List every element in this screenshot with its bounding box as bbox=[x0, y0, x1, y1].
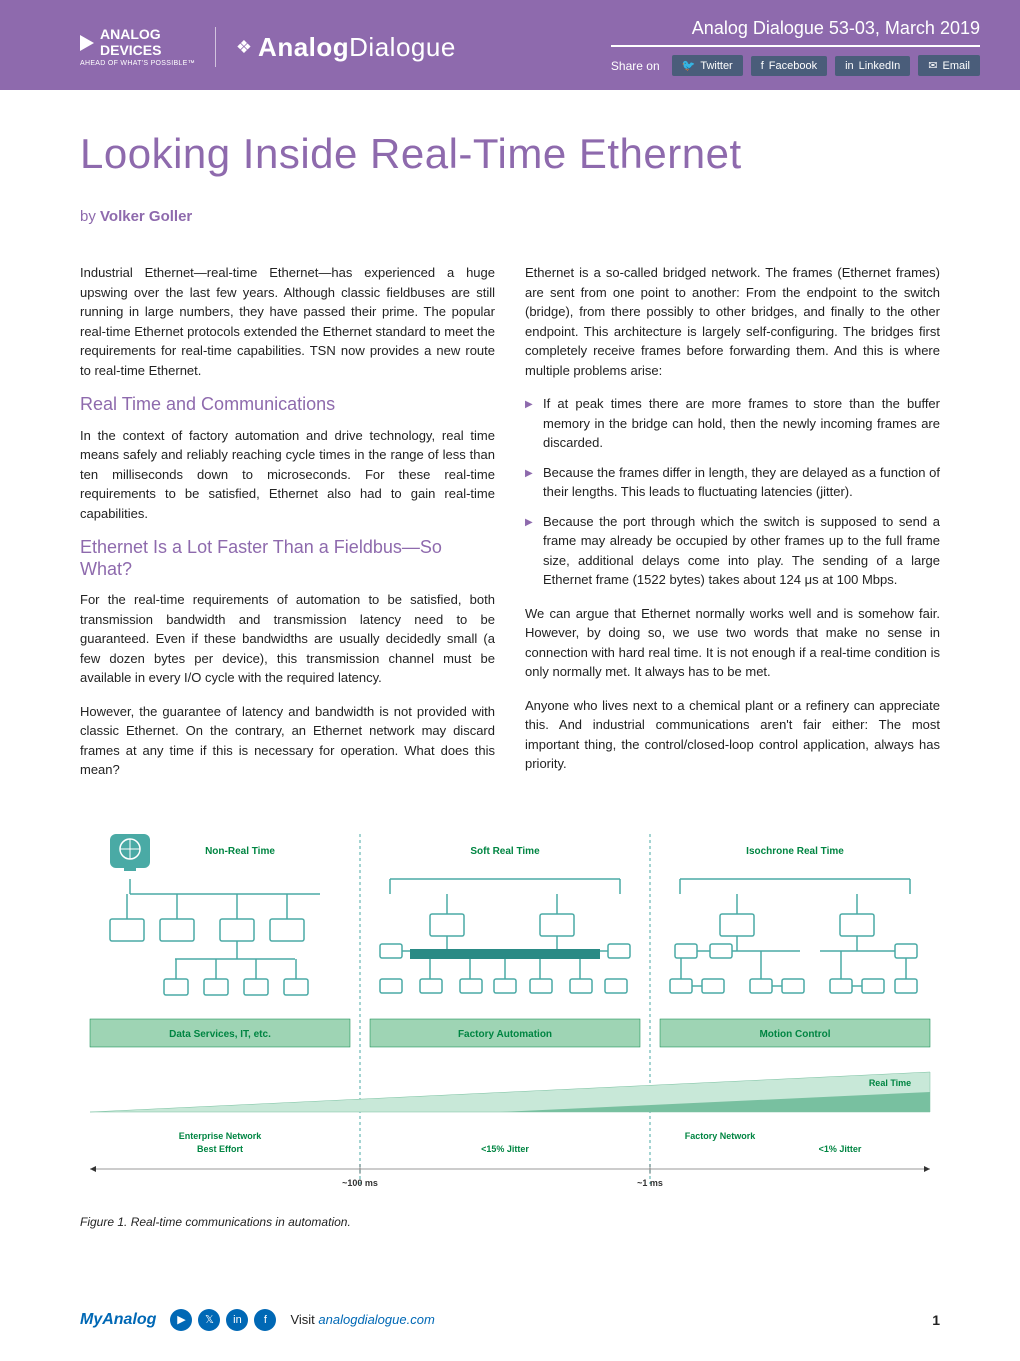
bullet-1: If at peak times there are more frames t… bbox=[525, 394, 940, 453]
header-banner: ANALOG DEVICES AHEAD OF WHAT'S POSSIBLE™… bbox=[0, 0, 1020, 90]
right-column: Ethernet is a so-called bridged network.… bbox=[525, 263, 940, 794]
by-prefix: by bbox=[80, 208, 96, 225]
fig-band-b: Factory Automation bbox=[458, 1029, 552, 1040]
visit-link[interactable]: analogdialogue.com bbox=[318, 1312, 434, 1327]
email-icon: ✉ bbox=[928, 59, 937, 72]
fig-bottom-c2: <1% Jitter bbox=[819, 1144, 862, 1154]
fig-section-a-devices bbox=[110, 894, 308, 995]
dialogue-icon: ❖ bbox=[236, 37, 252, 58]
issue-label: Analog Dialogue 53-03, March 2019 bbox=[611, 18, 980, 39]
share-row: Share on 🐦 Twitter f Facebook in LinkedI… bbox=[611, 55, 980, 76]
fig-band-a: Data Services, IT, etc. bbox=[169, 1029, 271, 1040]
bullet-3: Because the port through which the switc… bbox=[525, 512, 940, 590]
intro-paragraph: Industrial Ethernet—real-time Ethernet—h… bbox=[80, 263, 495, 380]
footer-left: MyAnalog ▶ 𝕏 in f Visit analogdialogue.c… bbox=[80, 1309, 435, 1331]
linkedin-icon: in bbox=[845, 60, 854, 72]
left-p2: For the real-time requirements of automa… bbox=[80, 590, 495, 688]
share-twitter-label: Twitter bbox=[700, 60, 732, 72]
left-p3: However, the guarantee of latency and ba… bbox=[80, 702, 495, 780]
section-heading-realtime: Real Time and Communications bbox=[80, 394, 495, 416]
share-facebook-button[interactable]: f Facebook bbox=[751, 56, 827, 76]
fig-realtime-label: Real Time bbox=[869, 1078, 911, 1088]
share-linkedin-button[interactable]: in LinkedIn bbox=[835, 56, 910, 76]
bullet-list: If at peak times there are more frames t… bbox=[525, 394, 940, 590]
article-title: Looking Inside Real-Time Ethernet bbox=[80, 130, 940, 178]
figure-caption: Figure 1. Real-time communications in au… bbox=[80, 1215, 940, 1229]
figure-1: Non-Real Time Soft Real Time Isochrone R… bbox=[80, 824, 940, 1229]
dialogue-brand-light: Dialogue bbox=[349, 32, 456, 62]
byline: by Volker Goller bbox=[80, 208, 940, 225]
left-p1: In the context of factory automation and… bbox=[80, 426, 495, 524]
fig-bottom-a1: Enterprise Network bbox=[179, 1131, 263, 1141]
fig-section-b-devices bbox=[380, 894, 630, 993]
twitter-icon: 🐦 bbox=[682, 59, 696, 72]
myanalog-logo[interactable]: MyAnalog bbox=[80, 1311, 156, 1329]
right-p2: We can argue that Ethernet normally work… bbox=[525, 604, 940, 682]
fig-label-nonrealtime: Non-Real Time bbox=[205, 846, 275, 857]
footer-visit: Visit analogdialogue.com bbox=[290, 1312, 434, 1327]
dialogue-brand-bold: Analog bbox=[258, 32, 349, 62]
adi-triangle-icon bbox=[80, 35, 94, 51]
share-email-button[interactable]: ✉ Email bbox=[918, 55, 980, 76]
section-heading-faster: Ethernet Is a Lot Faster Than a Fieldbus… bbox=[80, 537, 495, 580]
youtube-icon[interactable]: ▶ bbox=[170, 1309, 192, 1331]
fig-label-isochrone: Isochrone Real Time bbox=[746, 846, 844, 857]
twitter-footer-icon[interactable]: 𝕏 bbox=[198, 1309, 220, 1331]
share-twitter-button[interactable]: 🐦 Twitter bbox=[672, 55, 743, 76]
content-area: Looking Inside Real-Time Ethernet by Vol… bbox=[0, 90, 1020, 1259]
social-icons: ▶ 𝕏 in f bbox=[170, 1309, 276, 1331]
footer: MyAnalog ▶ 𝕏 in f Visit analogdialogue.c… bbox=[0, 1309, 1020, 1361]
fig-bottom-a2: Best Effort bbox=[197, 1144, 243, 1154]
visit-prefix: Visit bbox=[290, 1312, 314, 1327]
logo-divider bbox=[215, 27, 216, 67]
author-name: Volker Goller bbox=[100, 208, 192, 225]
fig-t1: ~1 ms bbox=[637, 1178, 663, 1188]
adi-logo: ANALOG DEVICES AHEAD OF WHAT'S POSSIBLE™ bbox=[80, 27, 195, 67]
linkedin-footer-icon[interactable]: in bbox=[226, 1309, 248, 1331]
facebook-icon: f bbox=[761, 60, 764, 72]
fig-t100: ~100 ms bbox=[342, 1178, 378, 1188]
issue-underline bbox=[611, 45, 980, 47]
adi-logo-line2: DEVICES bbox=[100, 43, 161, 58]
right-p3: Anyone who lives next to a chemical plan… bbox=[525, 696, 940, 774]
fig-bottom-b: <15% Jitter bbox=[481, 1144, 529, 1154]
share-label: Share on bbox=[611, 59, 660, 73]
header-right: Analog Dialogue 53-03, March 2019 Share … bbox=[611, 18, 980, 76]
fig-section-c-devices bbox=[670, 894, 917, 993]
fig-band-c: Motion Control bbox=[759, 1029, 830, 1040]
body-columns: Industrial Ethernet—real-time Ethernet—h… bbox=[80, 263, 940, 794]
left-column: Industrial Ethernet—real-time Ethernet—h… bbox=[80, 263, 495, 794]
facebook-footer-icon[interactable]: f bbox=[254, 1309, 276, 1331]
adi-logo-line1: ANALOG bbox=[100, 27, 161, 42]
bullet-2: Because the frames differ in length, the… bbox=[525, 463, 940, 502]
right-p1: Ethernet is a so-called bridged network.… bbox=[525, 263, 940, 380]
figure-svg: Non-Real Time Soft Real Time Isochrone R… bbox=[80, 824, 940, 1204]
dialogue-logo: ❖ AnalogDialogue bbox=[236, 32, 456, 63]
adi-tagline: AHEAD OF WHAT'S POSSIBLE™ bbox=[80, 60, 195, 67]
share-email-label: Email bbox=[942, 60, 970, 72]
share-facebook-label: Facebook bbox=[769, 60, 817, 72]
fig-bottom-c1: Factory Network bbox=[685, 1131, 757, 1141]
fig-label-softrealtime: Soft Real Time bbox=[470, 846, 540, 857]
page-number: 1 bbox=[932, 1312, 940, 1328]
share-linkedin-label: LinkedIn bbox=[859, 60, 901, 72]
logo-block: ANALOG DEVICES AHEAD OF WHAT'S POSSIBLE™… bbox=[80, 27, 456, 67]
